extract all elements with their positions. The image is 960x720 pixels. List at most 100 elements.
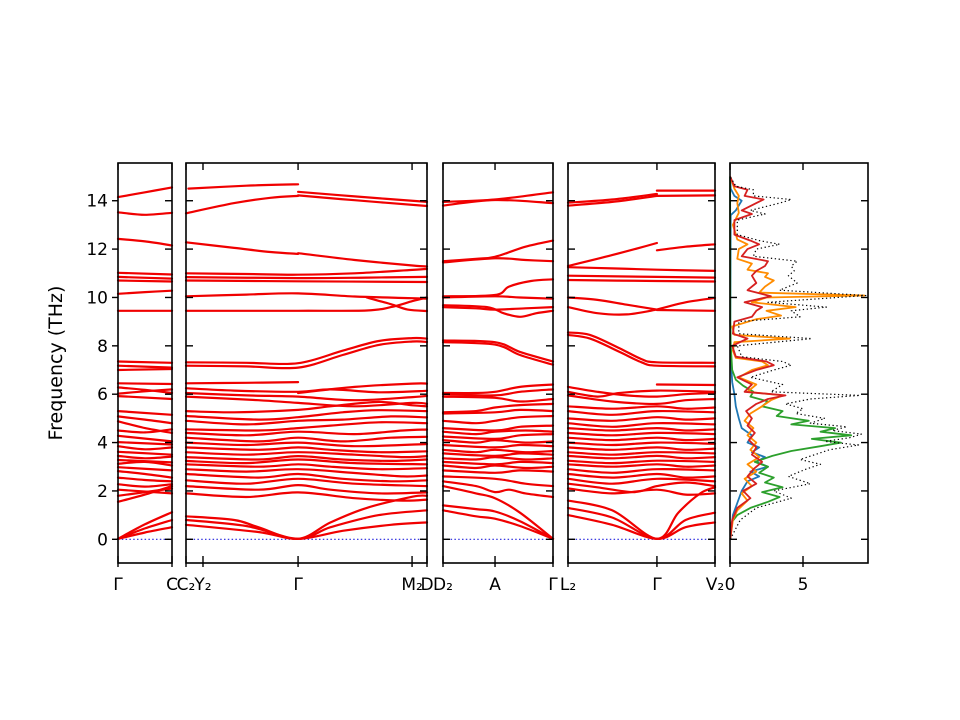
phonon-band-line [566,514,717,540]
phonon-band-line [116,410,174,416]
phonon-band-line [441,339,555,363]
phonon-band-line [116,445,174,451]
phonon-band-line [184,477,429,488]
phonon-band-line [116,289,174,295]
panel-frame [185,162,428,564]
y-axis-label: Frequency (THz) [45,286,67,441]
x-tick-label: D [420,575,433,595]
x-tick-label: D₂ [433,575,453,595]
phonon-band-line [184,509,429,540]
phonon-band-line [441,304,555,318]
x-tick-label: L₂ [560,575,576,595]
x-tick-label: Γ [548,575,558,595]
phonon-band-line [566,472,717,479]
phonon-band-line [441,456,555,461]
phonon-band-line [116,434,174,443]
phonon-band-line [441,198,555,207]
phonon-band-line [566,468,717,474]
phonon-band-line [441,433,555,441]
phonon-band-line [566,486,717,540]
phonon-band-line [184,194,300,215]
y-tick-label: 6 [97,385,108,405]
phonon-band-line [365,296,429,313]
phonon-band-line [184,395,429,408]
phonon-band-line [184,381,300,385]
phonon-band-line [184,275,429,280]
x-tick-label: Γ [652,575,662,595]
phonon-band-line [184,387,429,394]
phonon-band-line [441,341,555,366]
phonon-band-line [566,451,717,456]
x-tick-label: Γ [113,575,123,595]
phonon-band-line [184,468,429,478]
dos-curve-pdos-red [729,176,787,540]
phonon-band-line [184,421,429,432]
phonon-band-line [116,526,174,540]
phonon-band-line [566,459,717,465]
y-tick-label: 10 [86,288,108,308]
phonon-band-line [441,443,555,449]
phonon-band-line [566,422,717,428]
phonon-band-line [441,469,555,474]
phonon-band-line [566,389,717,398]
phonon-band-line [116,211,174,216]
phonon-band-line [566,241,658,268]
phonon-band-line [566,477,717,485]
phonon-band-line [441,414,555,425]
phonon-band-line [441,452,555,457]
phonon-band-line [566,266,717,272]
x-tick-label: V₂ [706,575,724,595]
x-tick-label: Γ [293,575,303,595]
phonon-band-line [441,475,555,488]
phonon-band-line [184,458,429,466]
phonon-band-line [566,409,717,416]
x-tick-label: 0 [725,575,736,595]
y-tick-label: 14 [86,192,108,212]
y-tick-label: 4 [97,434,108,454]
phonon-band-line [116,470,174,479]
phonon-band-line [566,194,658,207]
phonon-band-line [116,441,174,446]
phonon-band-line [441,504,555,540]
phonon-band-line [441,439,555,444]
x-tick-label: A [489,575,501,595]
y-tick-label: 2 [97,482,108,502]
phonon-band-line [566,331,717,364]
phonon-band-line [116,395,174,401]
phonon-band-line [441,306,555,311]
phonon-band-line [116,275,174,280]
phonon-band-line [116,382,174,386]
phonon-band-line [116,487,174,497]
panel-frame [442,162,554,564]
phonon-band-line [184,292,429,300]
band-structure-lines [116,183,717,540]
phonon-band-line [655,383,717,387]
x-tick-label: C₂ [177,575,196,595]
phonon-band-line [441,464,555,470]
phonon-band-line [655,243,717,252]
phonon-band-line [184,472,429,483]
phonon-band-line [566,463,717,468]
panel-frame [567,162,716,564]
phonon-band-line [184,491,429,502]
phonon-band-line [184,400,429,414]
phonon-band-line [297,194,429,208]
phonon-band-line [184,391,429,402]
dos-curve-pdos-orange [729,176,866,540]
phonon-band-line [441,509,555,540]
phonon-band-line [184,446,429,454]
x-tick-label: C [166,575,178,595]
phonon-band-line [566,278,717,283]
phonon-band-line [566,306,658,316]
phonon-band-line [116,466,174,472]
dos-curves [729,176,867,540]
phonon-band-line [116,454,174,460]
phonon-band-line [184,435,429,443]
phonon-band-line [116,388,174,395]
phonon-band-line [566,385,717,398]
phonon-band-line [441,402,555,414]
phonon-band-line [116,237,174,247]
phonon-band-line [184,484,429,495]
